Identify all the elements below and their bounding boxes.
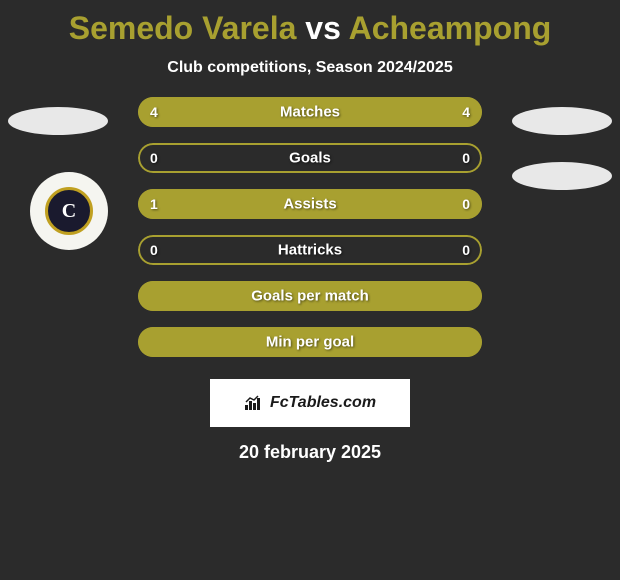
page-title: Semedo Varela vs Acheampong	[0, 0, 620, 47]
player1-club-badge: C	[30, 172, 108, 250]
attribution-text: FcTables.com	[270, 394, 376, 412]
stat-right-value: 0	[462, 150, 470, 166]
stat-row: Goals per match	[138, 281, 482, 311]
stat-label: Min per goal	[266, 334, 354, 351]
subtitle: Club competitions, Season 2024/2025	[0, 59, 620, 77]
player2-club-placeholder	[512, 162, 612, 190]
stat-row: 1 0 Assists	[138, 189, 482, 219]
stat-label: Assists	[283, 196, 336, 213]
stat-left-value: 0	[150, 242, 158, 258]
stat-left-value: 1	[150, 196, 158, 212]
stat-row: 0 0 Goals	[138, 143, 482, 173]
stat-row: Min per goal	[138, 327, 482, 357]
stat-row: 0 0 Hattricks	[138, 235, 482, 265]
player2-name: Acheampong	[349, 10, 552, 46]
stat-label: Goals	[289, 150, 331, 167]
player1-name: Semedo Varela	[69, 10, 297, 46]
stat-label: Goals per match	[251, 288, 369, 305]
stat-right-value: 0	[462, 242, 470, 258]
stat-row: 4 4 Matches	[138, 97, 482, 127]
date-text: 20 february 2025	[239, 442, 381, 463]
badge-inner: C	[45, 187, 93, 235]
stat-label: Matches	[280, 104, 340, 121]
badge-letter: C	[62, 200, 76, 223]
player2-photo-placeholder	[512, 107, 612, 135]
stat-right-value: 0	[462, 196, 470, 212]
vs-text: vs	[305, 10, 341, 46]
stat-label: Hattricks	[278, 242, 342, 259]
stat-left-value: 0	[150, 150, 158, 166]
attribution-badge: FcTables.com	[210, 379, 410, 427]
chart-icon	[244, 395, 264, 411]
player1-photo-placeholder	[8, 107, 108, 135]
stats-bars: 4 4 Matches 0 0 Goals 1 0 Assists 0 0 Hattricks Goal…	[138, 97, 482, 373]
stat-right-value: 4	[462, 104, 470, 120]
stat-left-value: 4	[150, 104, 158, 120]
